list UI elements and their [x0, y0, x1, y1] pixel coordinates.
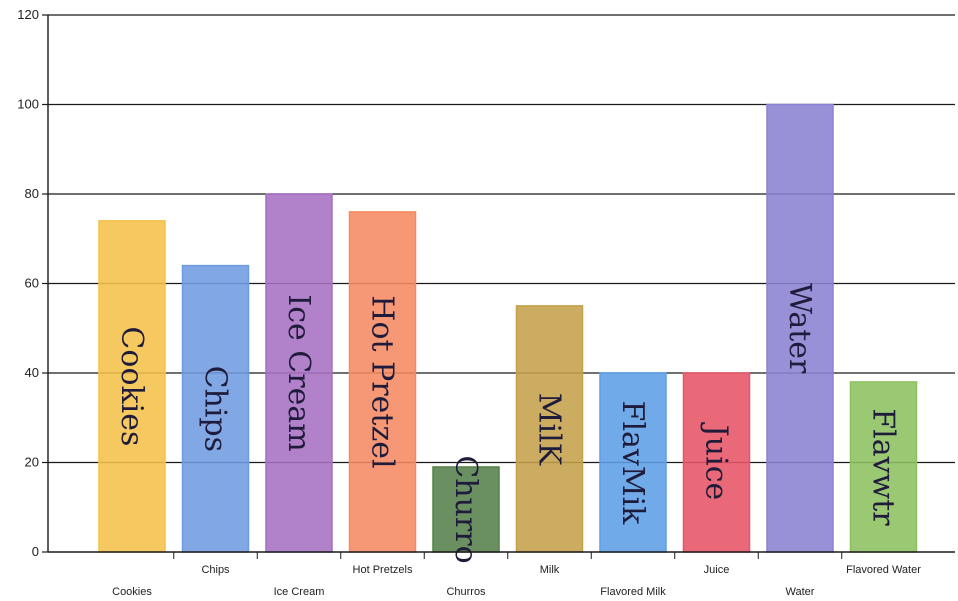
bar-annotation: Juice: [699, 422, 734, 501]
bar-annotation: Chips: [198, 366, 233, 452]
x-category-label: Flavored Water: [846, 564, 921, 576]
bar-annotations: Cookies Chips Ice Cream Hot Pretzel Churro Mi…: [114, 283, 901, 564]
bar-annotation: FlavMik: [615, 401, 650, 526]
bar-annotation: Cookies: [114, 326, 149, 446]
bar-annotation: Hot Pretzel: [365, 295, 400, 468]
y-tick-label: 80: [25, 186, 39, 201]
bar-annotation: Water: [782, 283, 817, 374]
x-category-label: Hot Pretzels: [353, 564, 413, 576]
y-tick-label: 20: [25, 455, 39, 470]
bar-juice: [682, 372, 751, 553]
bar-ice-cream: [265, 193, 333, 553]
y-tick-labels: 0 20 40 60 80 100 120: [17, 7, 39, 559]
x-category-label: Cookies: [112, 586, 152, 598]
x-category-label: Juice: [704, 564, 730, 576]
bar-flavored-milk: [599, 372, 667, 553]
bar-flavored-water: [849, 381, 918, 553]
y-tick-label: 0: [32, 544, 39, 559]
bar-annotation: Ice Cream: [281, 294, 316, 451]
bar-annotation: Flavwtr: [866, 408, 901, 526]
x-category-label: Milk: [540, 564, 560, 576]
bar-annotation: Churro: [448, 455, 483, 563]
y-tick-label: 40: [25, 365, 39, 380]
y-tick-label: 120: [17, 7, 39, 22]
bars: [98, 103, 918, 553]
bar-churros: [432, 466, 500, 553]
x-category-label: Churros: [446, 586, 486, 598]
y-tick-label: 60: [25, 276, 39, 291]
x-category-label: Water: [786, 586, 815, 598]
bar-milk: [515, 305, 584, 553]
axes: [42, 14, 955, 559]
x-category-label: Flavored Milk: [600, 586, 666, 598]
x-category-labels: Cookies Chips Ice Cream Hot Pretzels Churros…: [112, 564, 921, 598]
bar-chips: [181, 264, 250, 553]
bar-hot-pretzels: [348, 211, 417, 553]
bar-annotation: MilK: [532, 393, 567, 466]
y-tick-label: 100: [17, 97, 39, 112]
x-category-label: Chips: [201, 564, 230, 576]
x-category-label: Ice Cream: [274, 586, 325, 598]
